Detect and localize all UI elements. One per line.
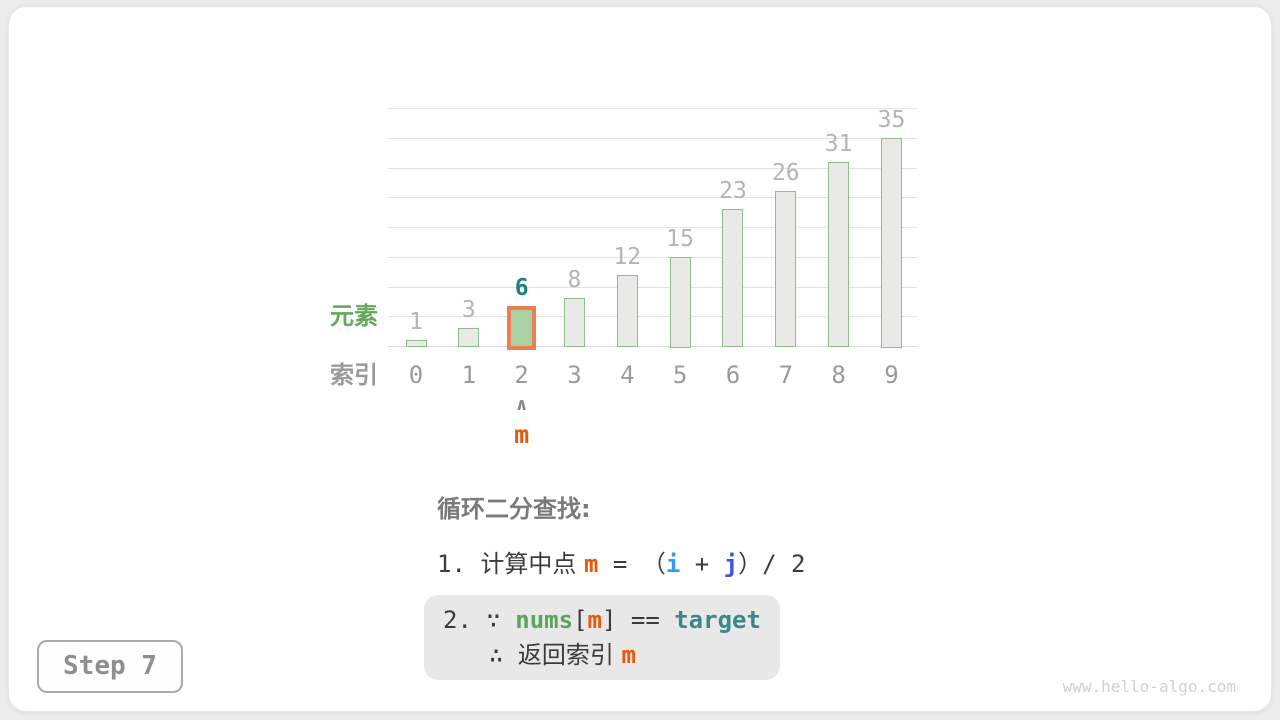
token: m [587,606,602,634]
explanation-step-1: 1. 计算中点 m = （i + j）/ 2 [437,550,805,578]
bar [669,256,691,348]
index-label: 8 [831,361,846,389]
gridline [388,256,917,258]
bar-value-label: 1 [409,309,423,336]
bar-value-label: 8 [567,267,582,294]
bar-value-label: 35 [877,106,906,133]
index-label: 4 [620,361,635,389]
pointer-caret-icon: ∧ [514,395,529,415]
index-label: 2 [514,361,529,389]
figure-card [8,6,1272,712]
index-label: 7 [778,361,794,389]
token: j [723,550,739,578]
token: ] == [601,606,675,634]
bar-value-label: 26 [771,160,800,187]
gridline [388,137,917,139]
bar [563,298,585,348]
token: + [680,550,724,578]
bar [775,191,797,348]
gridline [388,108,917,109]
token: m [621,641,636,669]
bar [616,274,638,348]
bar [828,161,850,348]
bar-highlighted [507,306,537,350]
index-label: 6 [725,361,741,389]
bar-value-label: 6 [514,275,529,302]
bar-value-label: 3 [461,297,476,324]
token: （ [641,550,666,578]
gridline [388,227,917,228]
bar [458,328,480,348]
token: = [598,550,642,578]
token: ∵ [486,606,516,634]
y-axis-label-elements: 元素 [330,302,378,330]
bar-value-label: 12 [613,243,642,270]
token: ） [738,550,763,578]
token: [ [573,606,588,634]
step-badge: Step 7 [37,640,183,693]
gridline [388,167,917,169]
index-label: 0 [408,361,424,389]
conclusion-box: 2. ∵ nums[m] == target ∴ 返回索引 m [424,595,780,680]
explanation-step-2-therefore: ∴ 返回索引 m [443,638,780,673]
bar-value-label: 15 [666,225,694,252]
bar [722,209,744,348]
gridline [388,346,917,347]
token: i [665,550,681,578]
token: 计算中点 [480,550,584,578]
index-label: 5 [672,361,688,389]
index-label: 9 [884,361,899,389]
gridline [388,286,917,288]
token: ∴ [489,641,518,669]
index-label: 3 [567,361,582,389]
bar [405,340,427,348]
index-label: 1 [461,361,477,389]
token: nums [515,606,574,634]
token: 返回索引 [517,641,622,669]
bar-value-label: 23 [719,178,747,205]
bar [880,137,902,348]
token: target [674,606,761,634]
token: 1. [437,550,481,578]
explanation-step-2-because: 2. ∵ nums[m] == target [443,603,780,638]
explanation-heading: 循环二分查找: [437,495,591,523]
token: / 2 [762,550,806,578]
gridline [388,316,917,318]
x-axis-label-indices: 索引 [330,361,378,389]
watermark: www.hello-algo.com [1062,677,1236,696]
gridline [388,197,917,199]
pointer-label-m: m [514,420,530,449]
bar-value-label: 31 [824,130,853,157]
token: m [584,550,599,578]
token: 2. [443,606,487,634]
